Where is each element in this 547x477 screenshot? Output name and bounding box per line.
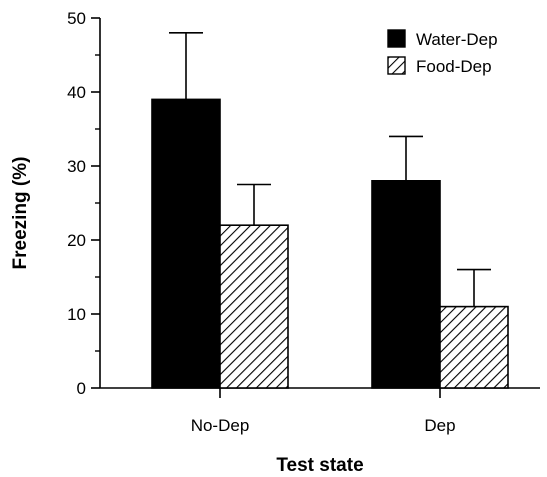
y-axis: 0 10 20 30 40 50 <box>67 9 101 398</box>
y-tick-label: 0 <box>77 379 86 398</box>
x-tick-label: No-Dep <box>191 416 250 435</box>
legend-label-water-dep: Water-Dep <box>416 30 498 49</box>
legend: Water-Dep Food-Dep <box>387 29 498 76</box>
x-tick-label: Dep <box>424 416 455 435</box>
bar-water-dep-dep <box>371 180 441 389</box>
bar-food-dep-dep <box>439 305 509 389</box>
y-axis-title: Freezing (%) <box>10 157 31 270</box>
y-tick-label: 20 <box>67 231 86 250</box>
bar-food-dep-no-dep <box>219 224 289 389</box>
bar-series-group <box>151 31 509 389</box>
legend-swatch-water-dep <box>387 29 406 48</box>
x-axis: No-Dep Dep <box>100 387 540 435</box>
y-tick-label: 10 <box>67 305 86 324</box>
x-axis-title: Test state <box>276 455 363 476</box>
y-tick-label: 40 <box>67 83 86 102</box>
bar-water-dep-no-dep <box>151 98 221 389</box>
legend-swatch-food-dep <box>387 56 406 75</box>
y-tick-label: 50 <box>67 9 86 28</box>
y-tick-label: 30 <box>67 157 86 176</box>
legend-label-food-dep: Food-Dep <box>416 57 492 76</box>
